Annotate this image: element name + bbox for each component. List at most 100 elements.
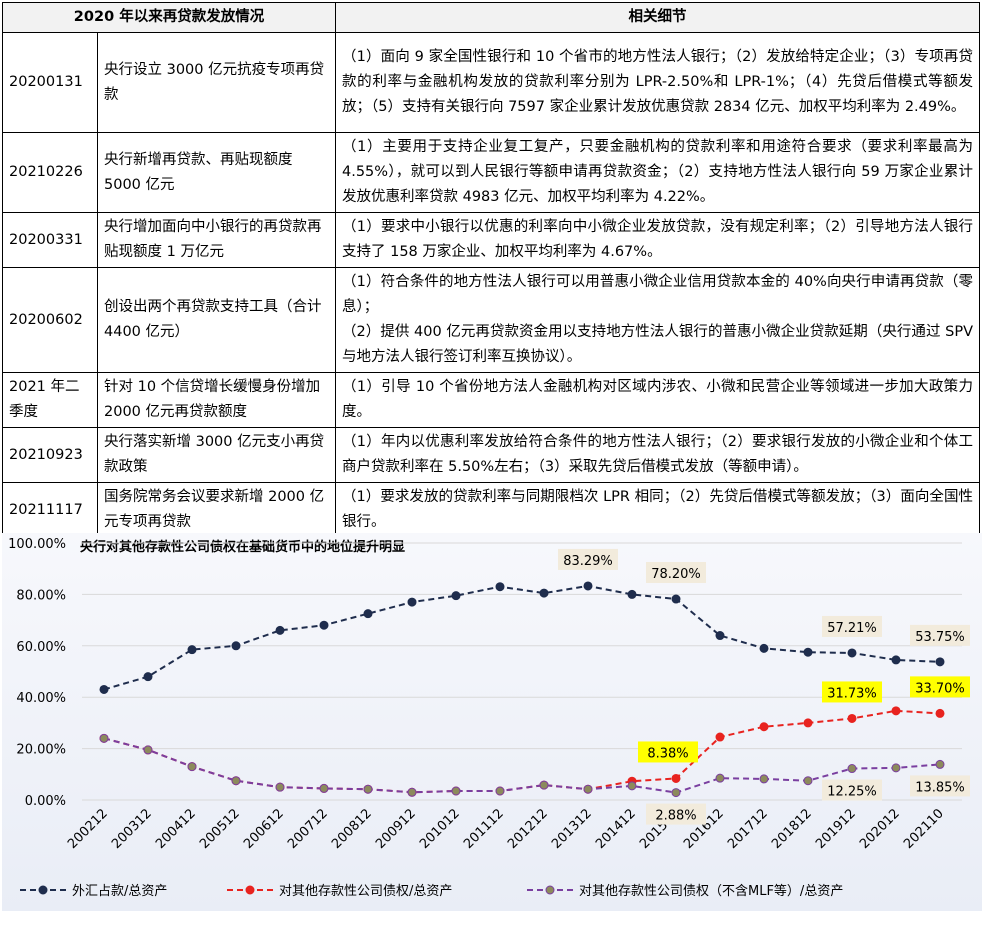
y-tick-label: 80.00% — [16, 588, 66, 603]
date-cell: 20210923 — [2, 427, 98, 483]
data-point — [187, 645, 197, 655]
data-point — [407, 597, 417, 607]
chart-background — [2, 533, 982, 911]
data-point — [451, 786, 461, 796]
data-point — [715, 631, 725, 641]
detail-text: （1）要求中小银行以优惠的利率向中小微企业发放贷款，没有规定利率；（2）引导地方… — [342, 219, 973, 260]
table-row: 20210226 央行新增再贷款、再贴现额度 5000 亿元 （1）主要用于支持企业… — [2, 132, 980, 213]
data-label: 78.20% — [651, 567, 701, 582]
title-cell: 央行设立 3000 亿元抗疫专项再贷款 — [97, 32, 336, 133]
data-point — [803, 647, 813, 657]
title-cell: 央行新增再贷款、再贴现额度 5000 亿元 — [97, 132, 336, 213]
title-cell: 创设出两个再贷款支持工具（合计 4400 亿元） — [97, 267, 336, 373]
data-point — [319, 620, 329, 630]
data-point — [847, 713, 857, 723]
data-point — [275, 625, 285, 635]
data-point — [715, 773, 725, 783]
detail-text: （1）符合条件的地方性法人银行可以用普惠小微企业信用贷款本金的 40%向央行申请… — [342, 274, 973, 315]
label-background — [558, 548, 618, 570]
data-point — [671, 788, 681, 798]
details-cell: （1）面向 9 家全国性银行和 10 个省市的地方性法人银行；（2）发放给特定企… — [335, 32, 980, 133]
details-cell: （1）主要用于支持企业复工复产，只要金融机构的贷款利率和用途符合要求（要求利率最… — [335, 132, 980, 213]
series-line — [103, 584, 941, 691]
data-point — [319, 783, 329, 793]
data-label: 13.85% — [915, 780, 965, 795]
data-label: 12.25% — [827, 785, 877, 800]
detail-text: （2）提供 400 亿元再贷款资金用以支持地方性法人银行的普惠小微企业贷款延期（… — [342, 324, 973, 365]
details-cell: （1）符合条件的地方性法人银行可以用普惠小微企业信用贷款本金的 40%向央行申请… — [335, 267, 980, 373]
data-point — [759, 722, 769, 732]
data-point — [671, 773, 681, 783]
series-line — [103, 737, 941, 794]
data-point — [99, 733, 109, 743]
legend-label: 对其他存款性公司债权（不含MLF等）/总资产 — [579, 883, 843, 899]
date-cell: 20210226 — [2, 132, 98, 213]
date-cell: 20200331 — [2, 212, 98, 268]
y-tick-label: 100.00% — [8, 537, 66, 552]
data-point — [627, 589, 637, 599]
label-background — [638, 741, 698, 763]
data-label: 33.70% — [915, 681, 965, 696]
data-label: 31.73% — [827, 686, 877, 701]
details-cell: （1）年内以优惠利率发放给符合条件的地方性法人银行；（2）要求银行发放的小微企业… — [335, 427, 980, 483]
data-point — [891, 655, 901, 665]
table-row: 20200131 央行设立 3000 亿元抗疫专项再贷款 （1）面向 9 家全国性银… — [2, 32, 980, 133]
y-tick-label: 40.00% — [16, 691, 66, 706]
detail-text: （1）面向 9 家全国性银行和 10 个省市的地方性法人银行；（2）发放给特定企… — [342, 49, 973, 115]
title-cell: 央行落实新增 3000 亿元支小再贷款政策 — [97, 427, 336, 483]
detail-text: （1）主要用于支持企业复工复产，只要金融机构的贷款利率和用途符合要求（要求利率最… — [342, 139, 973, 205]
detail-text: （1）要求发放的贷款利率与同期限档次 LPR 相同；（2）先贷后借模式等额发放；… — [342, 489, 973, 530]
data-label: 57.21% — [827, 621, 877, 636]
legend-label: 外汇占款/总资产 — [72, 884, 167, 899]
data-point — [143, 672, 153, 682]
data-label: 83.29% — [563, 554, 613, 569]
chart-title: 央行对其他存款性公司债权在基础货币中的地位提升明显 — [80, 539, 405, 555]
data-point — [231, 641, 241, 651]
data-point — [231, 776, 241, 786]
data-point — [935, 657, 945, 667]
data-label: 8.38% — [647, 746, 688, 761]
data-point — [583, 581, 593, 591]
data-point — [891, 706, 901, 716]
title-cell: 针对 10 个信贷增长缓慢身份增加 2000 亿元再贷款额度 — [97, 372, 336, 428]
y-tick-label: 0.00% — [25, 794, 66, 809]
table-header: 2020 年以来再贷款发放情况 — [2, 2, 336, 33]
table-row: 20200602 创设出两个再贷款支持工具（合计 4400 亿元） （1）符合条件的… — [2, 267, 980, 373]
table-row: 20200331 央行增加面向中小银行的再贷款再贴现额度 1 万亿元 （1）要求中小… — [2, 212, 980, 268]
date-cell: 2021 年二季度 — [2, 372, 98, 428]
table-row: 2021 年二季度 针对 10 个信贷增长缓慢身份增加 2000 亿元再贷款额度（… — [2, 372, 980, 428]
data-point — [891, 763, 901, 773]
data-point — [583, 784, 593, 794]
data-point — [539, 588, 549, 598]
data-point — [627, 781, 637, 791]
title-cell: 国务院常务会议要求新增 2000 亿元专项再贷款 — [97, 482, 336, 538]
label-background — [822, 779, 882, 801]
data-point — [847, 764, 857, 774]
label-background — [646, 803, 706, 825]
label-background — [646, 562, 706, 584]
data-point — [803, 718, 813, 728]
data-point — [407, 787, 417, 797]
data-label: 2.88% — [655, 809, 696, 824]
label-background — [910, 624, 970, 646]
data-label: 53.75% — [915, 630, 965, 645]
data-point — [363, 609, 373, 619]
data-point — [99, 684, 109, 694]
data-point — [935, 708, 945, 718]
data-point — [495, 582, 505, 592]
detail-text: （1）引导 10 个省份地方法人金融机构对区域内涉农、小微和民营企业等领域进一步… — [342, 379, 973, 420]
label-background — [910, 775, 970, 797]
label-background — [822, 615, 882, 637]
data-point — [275, 782, 285, 792]
label-background — [910, 676, 970, 698]
data-point — [759, 774, 769, 784]
data-point — [495, 786, 505, 796]
data-point — [539, 780, 549, 790]
table-header: 相关细节 — [335, 2, 980, 33]
legend-marker — [245, 885, 255, 895]
table-row: 20211117 国务院常务会议要求新增 2000 亿元专项再贷款 （1）要求发放的… — [2, 482, 980, 538]
loan-table: 2020 年以来再贷款发放情况 相关细节 20200131 央行设立 3000 亿元… — [2, 2, 980, 538]
data-point — [187, 762, 197, 772]
data-point — [935, 759, 945, 769]
